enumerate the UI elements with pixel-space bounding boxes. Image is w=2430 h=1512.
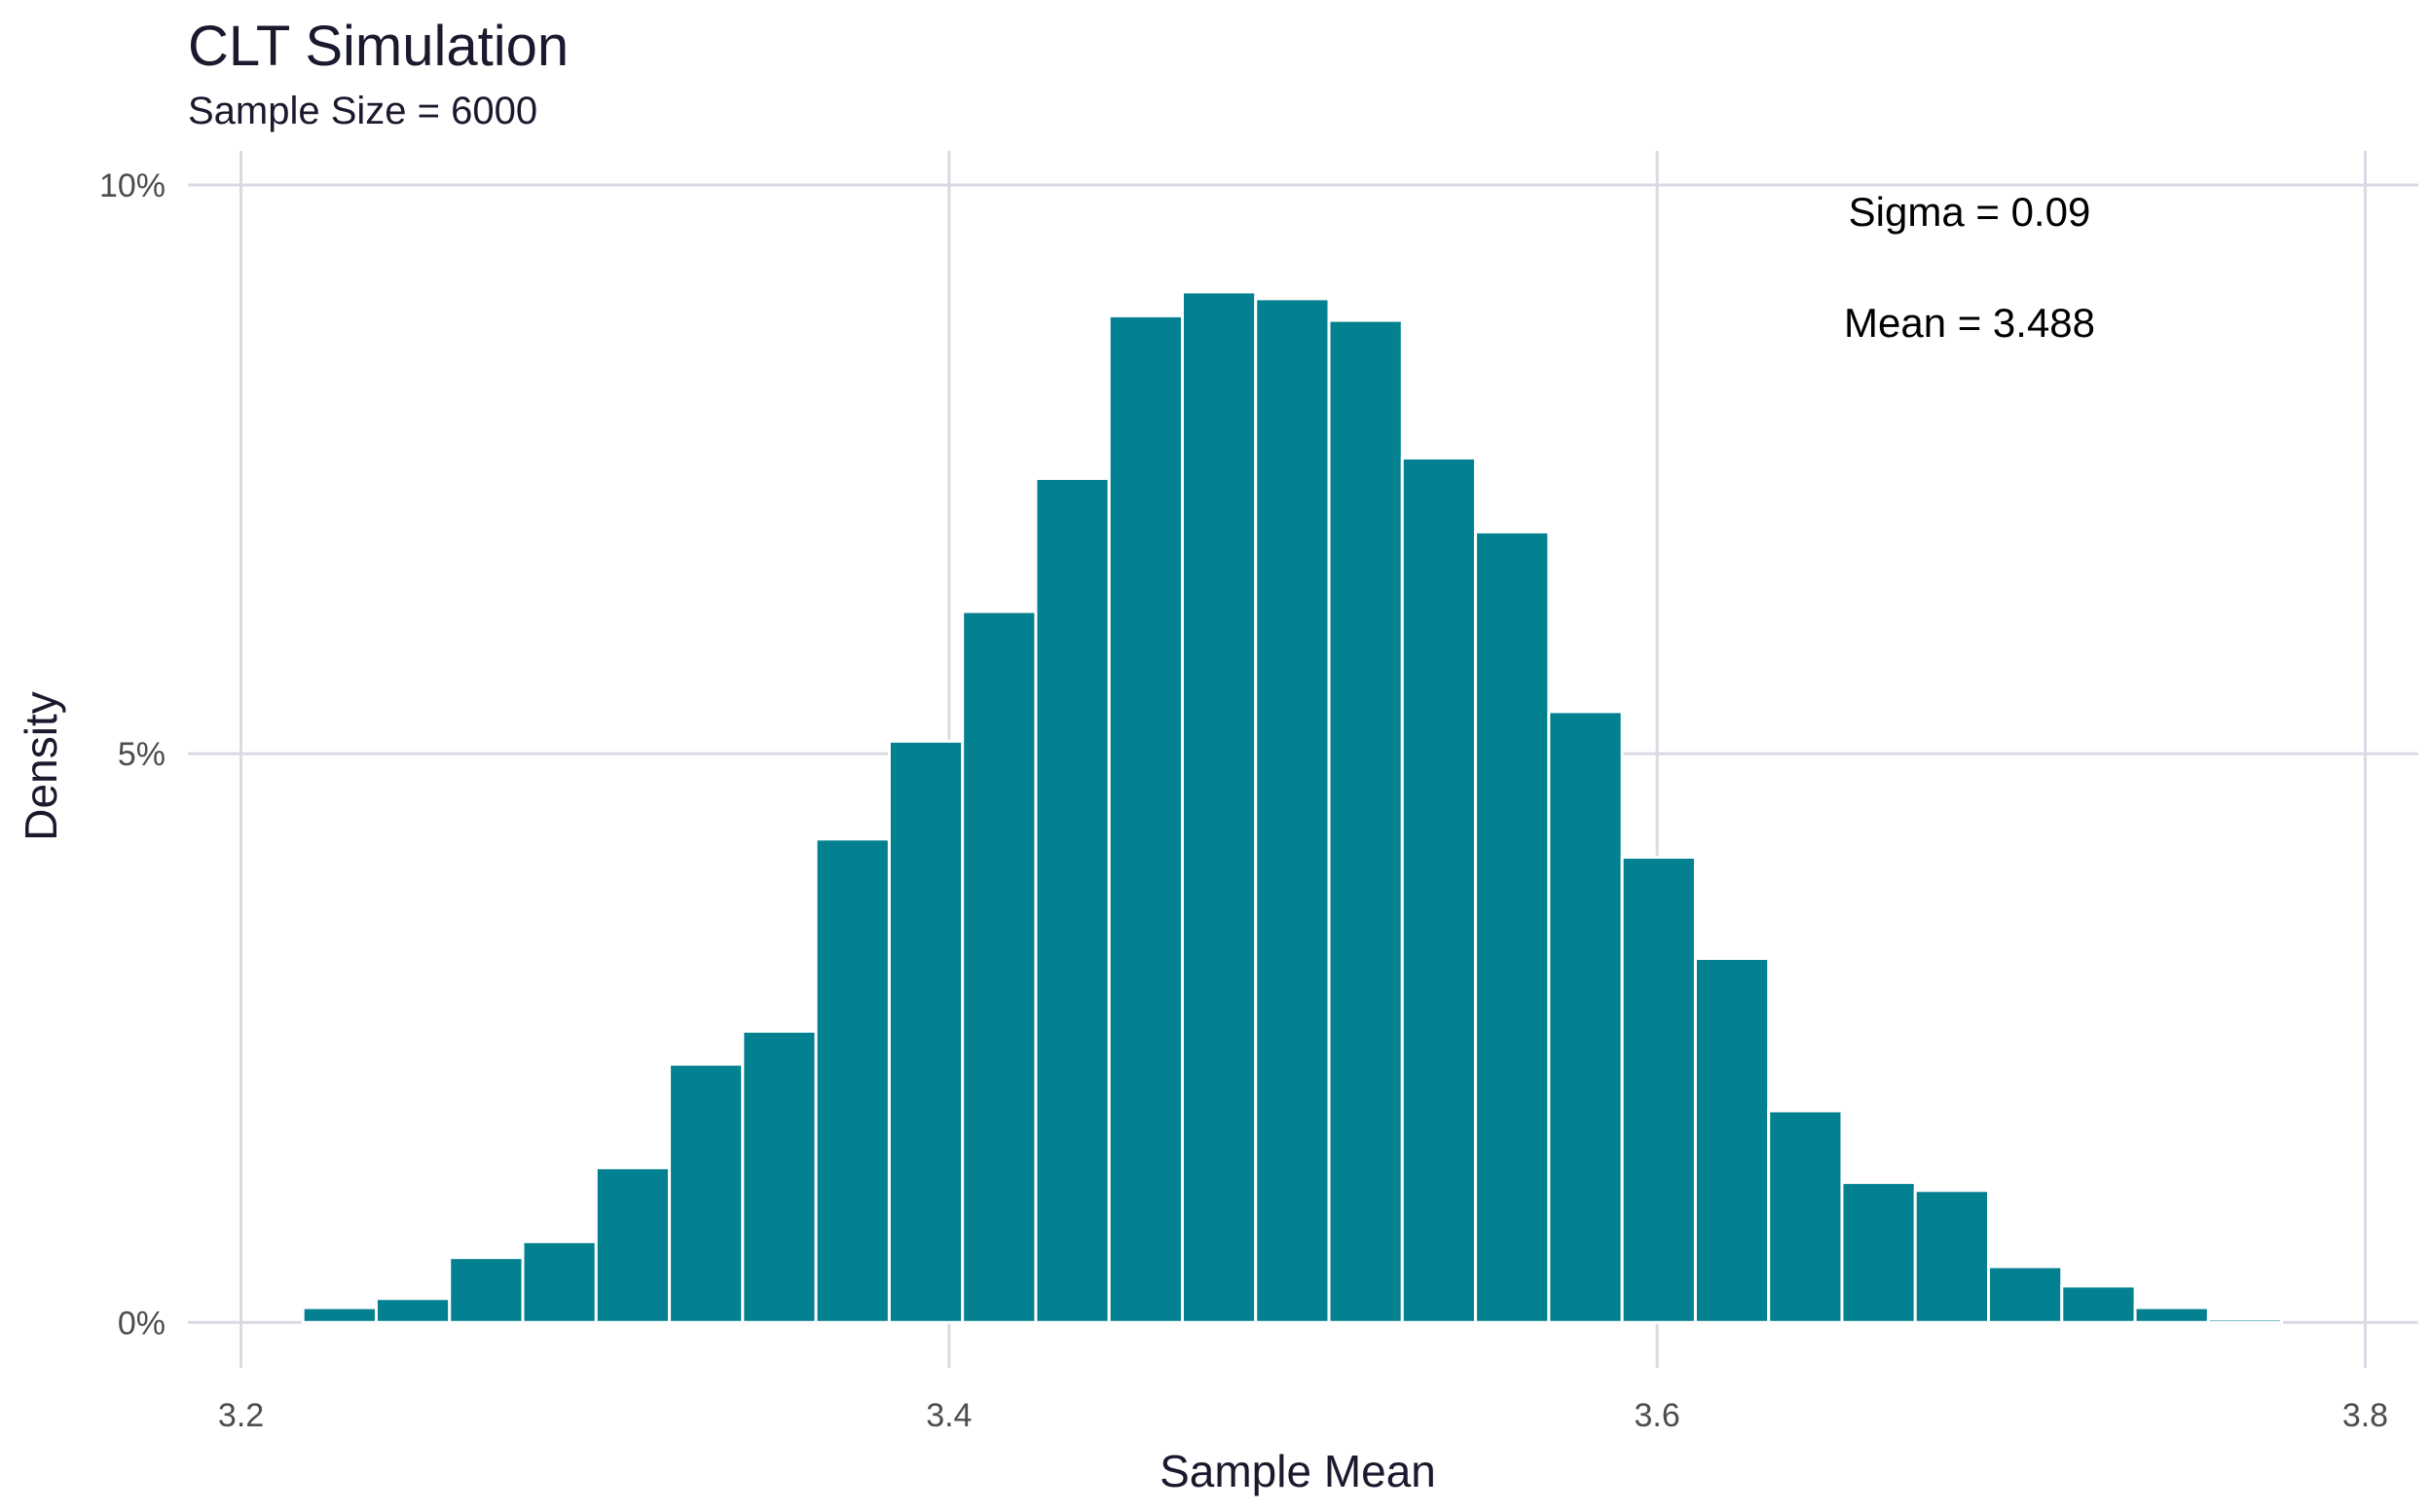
histogram-bar	[1987, 1265, 2064, 1324]
histogram-bars	[301, 290, 2284, 1324]
histogram-bar	[594, 1165, 672, 1324]
chart-title: CLT Simulation	[188, 15, 569, 78]
histogram-bar	[1693, 956, 1771, 1324]
y-tick-label: 5%	[118, 736, 166, 773]
x-tick-label: 3.8	[2342, 1397, 2388, 1434]
x-tick-label: 3.2	[218, 1397, 264, 1434]
y-tick-label: 0%	[118, 1305, 166, 1342]
histogram-bar	[2206, 1317, 2284, 1324]
histogram-bar	[301, 1306, 378, 1324]
histogram-bar	[374, 1297, 452, 1324]
histogram-bar	[741, 1029, 818, 1324]
y-axis-title: Density	[16, 691, 66, 840]
histogram-bar	[1840, 1181, 1917, 1324]
x-tick-label: 3.4	[926, 1397, 972, 1434]
histogram-bar	[1034, 476, 1111, 1324]
y-tick-label: 10%	[99, 167, 166, 204]
chart-subtitle: Sample Size = 6000	[188, 90, 537, 132]
histogram-bar	[1400, 456, 1478, 1324]
histogram-bar	[1474, 530, 1551, 1324]
tick-labels: 3.2 3.4 3.6 3.8 0% 5% 10%	[99, 167, 2388, 1434]
x-axis-title: Sample Mean	[1160, 1446, 1436, 1496]
histogram-bar	[961, 609, 1038, 1324]
histogram-bar	[1913, 1189, 1991, 1324]
histogram-bar	[1767, 1109, 1844, 1324]
histogram-bar	[1180, 290, 1258, 1324]
histogram-bar	[1327, 318, 1404, 1324]
histogram-bar	[1547, 710, 1624, 1324]
histogram-bar	[668, 1062, 745, 1324]
histogram-bar	[1254, 297, 1331, 1324]
histogram-bar	[2133, 1306, 2210, 1324]
histogram-bar	[887, 739, 965, 1324]
mean-annotation: Mean = 3.488	[1844, 300, 2095, 346]
histogram-bar	[1620, 855, 1697, 1324]
histogram-bar	[814, 837, 891, 1324]
histogram-bar	[2060, 1284, 2137, 1324]
histogram-bar	[448, 1256, 525, 1324]
histogram-bar	[1107, 313, 1184, 1324]
x-tick-label: 3.6	[1635, 1397, 1680, 1434]
histogram-bar	[521, 1239, 598, 1324]
sigma-annotation: Sigma = 0.09	[1849, 189, 2091, 235]
